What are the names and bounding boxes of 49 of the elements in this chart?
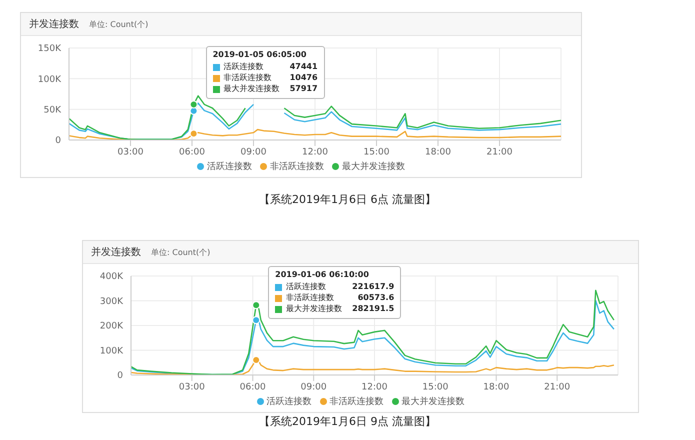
y-tick-label: 50K: [44, 106, 62, 116]
x-tick-label: 21:00: [544, 382, 570, 392]
x-tick-label: 18:00: [425, 147, 452, 158]
text: 最大并发连接数: [342, 162, 405, 172]
text: 最大并发连接数: [402, 397, 464, 407]
x-tick-label: 12:00: [302, 147, 328, 158]
x-tick-label: 09:00: [240, 147, 267, 158]
annotation: 2019-01-05 06:05:00: [212, 50, 308, 60]
annotation: 57917: [288, 84, 318, 94]
x-tick-label: 15:00: [422, 382, 449, 392]
x-tick-label: 03:00: [118, 147, 144, 158]
text: 活跃连接数: [224, 62, 264, 71]
x-tick-label: 06:00: [179, 147, 206, 158]
chart-title: 并发连接数: [29, 19, 79, 30]
x-tick-label: 15:00: [364, 147, 390, 158]
text: 非活跃连接数: [286, 293, 334, 302]
annotation: 2019-01-06 06:10:00: [275, 270, 370, 280]
x-tick-label: 03:00: [178, 382, 206, 392]
text: 【系统2019年1月6日 6点 流量图】: [258, 192, 437, 207]
legend-label: 活跃连接数: [286, 282, 328, 292]
y-tick-label: 100K: [38, 74, 62, 85]
chart-title: 并发连接数: [91, 247, 141, 258]
x-tick-label: 18:00: [483, 382, 510, 392]
x-tick-label: 06:00: [240, 382, 266, 392]
chart-subtitle: 单位: Count(个): [151, 248, 210, 257]
text: 非活跃连接数: [224, 73, 272, 82]
legend-label: 活跃连接数: [206, 160, 252, 173]
y-tick-label: 300K: [100, 296, 124, 307]
chart-subtitle: 单位: Count(个): [89, 20, 148, 29]
annotation: 221617.9: [351, 282, 394, 292]
y-tick-label: 0: [117, 371, 124, 382]
annotation: 60573.6: [356, 293, 394, 303]
y-tick-label: 200K: [100, 322, 124, 332]
y-tick-label: 150K: [38, 44, 62, 54]
legend-label: 最大并发连接数: [286, 304, 342, 314]
legend-label: 非活跃连接数: [269, 160, 324, 173]
legend-label: 非活跃连接数: [328, 396, 384, 408]
y-tick-label: 100K: [100, 346, 124, 356]
annotation: 10476: [288, 73, 318, 83]
text: 【系统2019年1月6日 9点 流量图】: [258, 414, 437, 429]
y-tick-label: 400K: [100, 272, 124, 282]
annotation: 282191.5: [351, 304, 394, 314]
x-tick-label: 12:00: [362, 382, 388, 392]
annotation: 47441: [288, 62, 318, 72]
x-tick-label: 21:00: [486, 147, 513, 158]
legend-label: 最大并发连接数: [224, 84, 280, 94]
text: 活跃连接数: [266, 397, 312, 407]
x-tick-label: 09:00: [300, 382, 327, 392]
y-tick-label: 0: [55, 136, 62, 146]
